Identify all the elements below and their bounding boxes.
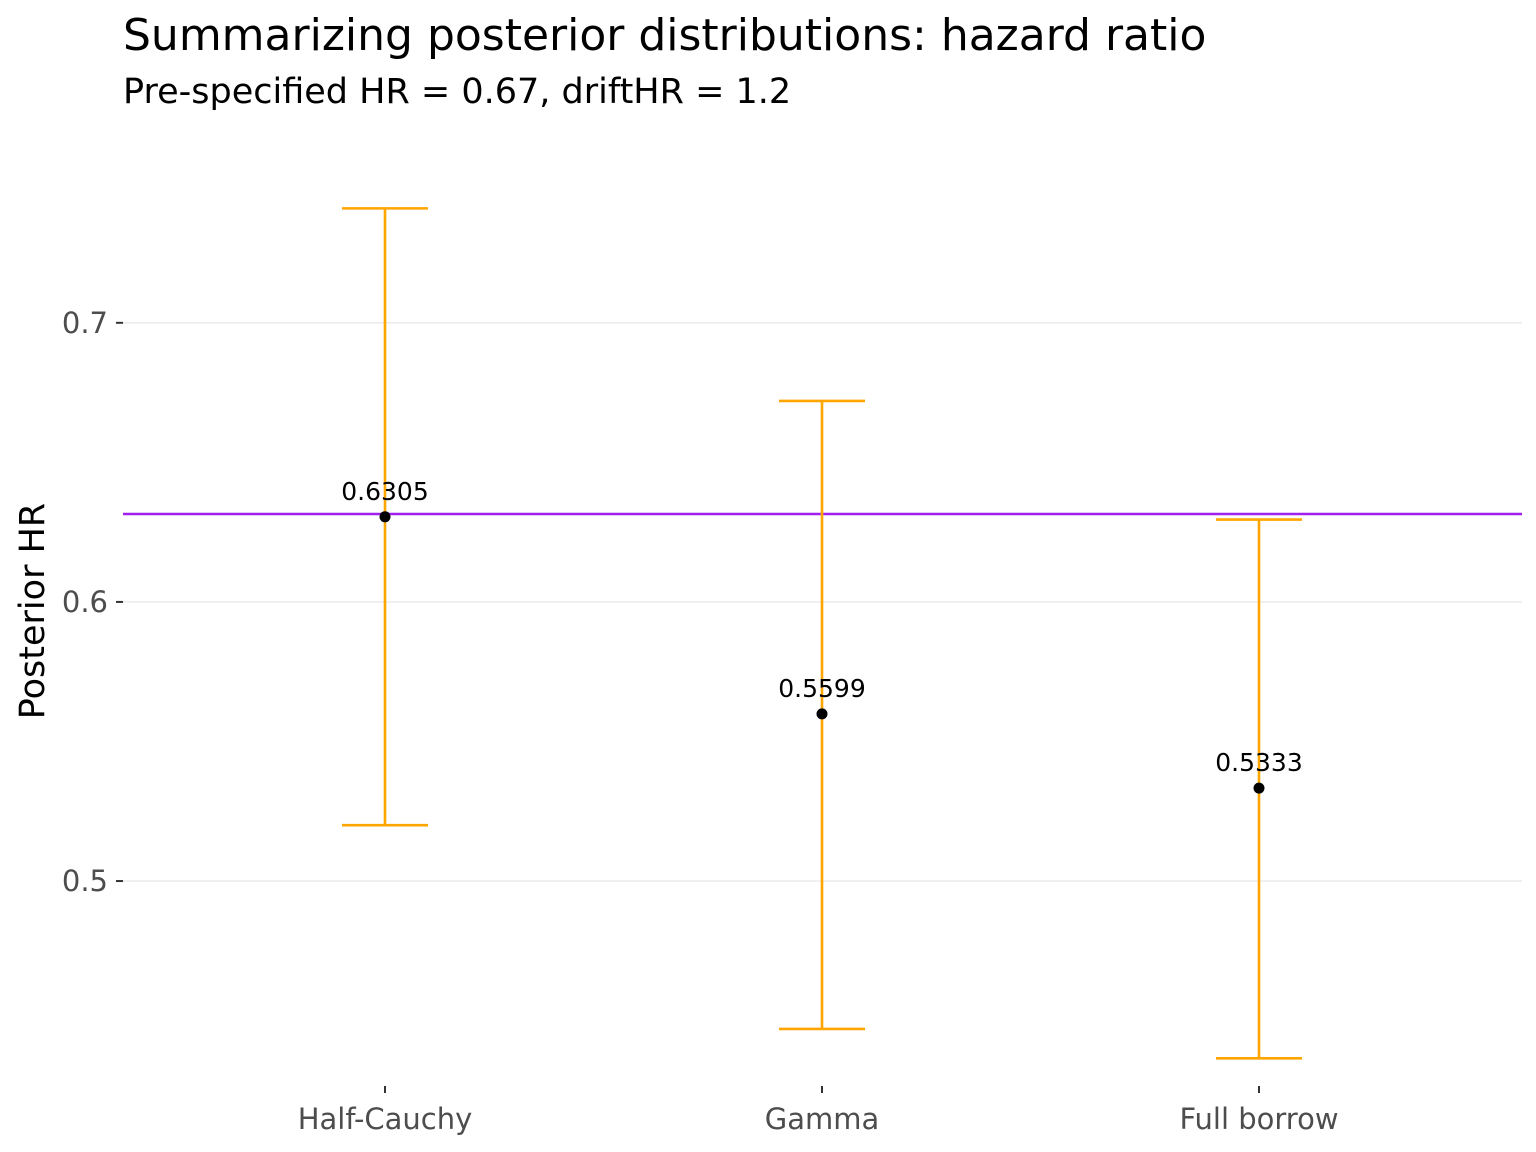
chart-title: Summarizing posterior distributions: haz… [123,10,1206,61]
data-label: 0.6305 [341,477,428,506]
data-point [816,708,828,720]
x-tick-label: Gamma [765,1102,880,1136]
y-tick-label: 0.6 [62,585,108,619]
x-tick-label: Full borrow [1179,1102,1338,1136]
chart-subtitle: Pre-specified HR = 0.67, driftHR = 1.2 [123,72,791,112]
errorbars [342,207,1302,1060]
data-point [1253,782,1265,794]
x-tick-label: Half-Cauchy [298,1102,473,1136]
data-point [379,511,391,523]
data-label: 0.5599 [778,674,865,703]
points [379,511,1265,794]
y-tick-label: 0.7 [62,306,108,340]
data-label: 0.5333 [1215,748,1302,777]
y-tick-label: 0.5 [62,864,108,898]
data-labels: 0.6305 0.5599 0.5333 [341,477,1302,777]
y-axis-title: Posterior HR [13,503,53,719]
axes: 0.5 0.6 0.7 Half-Cauchy Gamma Full borrow [62,306,1339,1136]
